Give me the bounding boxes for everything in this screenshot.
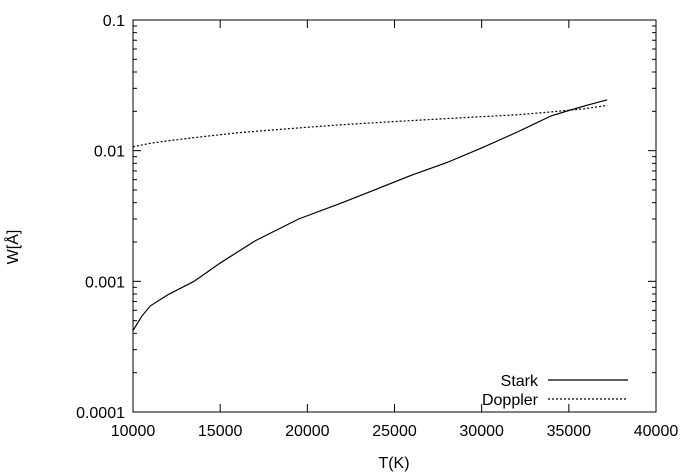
x-tick-label: 35000 — [547, 423, 592, 440]
series-line-doppler — [132, 104, 608, 148]
x-tick-label: 25000 — [372, 423, 417, 440]
legend-label-doppler: Doppler — [482, 392, 539, 409]
x-tick-label: 40000 — [634, 423, 679, 440]
x-tick-label: 20000 — [285, 423, 330, 440]
y-axis: 0.0001 0.001 0.01 0.1 — [76, 13, 656, 422]
legend: Stark Doppler — [482, 373, 628, 409]
legend-label-stark: Stark — [501, 373, 539, 390]
y-tick-label: 0.001 — [85, 274, 125, 291]
series-line-stark — [132, 99, 608, 331]
x-axis-label: T(K) — [378, 455, 409, 472]
x-tick-label: 15000 — [198, 423, 243, 440]
y-tick-label: 0.01 — [94, 144, 125, 161]
x-tick-label: 10000 — [111, 423, 156, 440]
x-tick-label: 30000 — [459, 423, 504, 440]
y-tick-label: 0.0001 — [76, 405, 125, 422]
y-tick-label: 0.1 — [103, 13, 125, 30]
plot-border — [132, 19, 657, 413]
y-axis-label: W[Å] — [3, 230, 22, 265]
plot-area — [132, 19, 657, 413]
series-group — [132, 99, 608, 331]
x-axis: 10000 15000 20000 25000 30000 35000 40000 — [111, 20, 679, 440]
